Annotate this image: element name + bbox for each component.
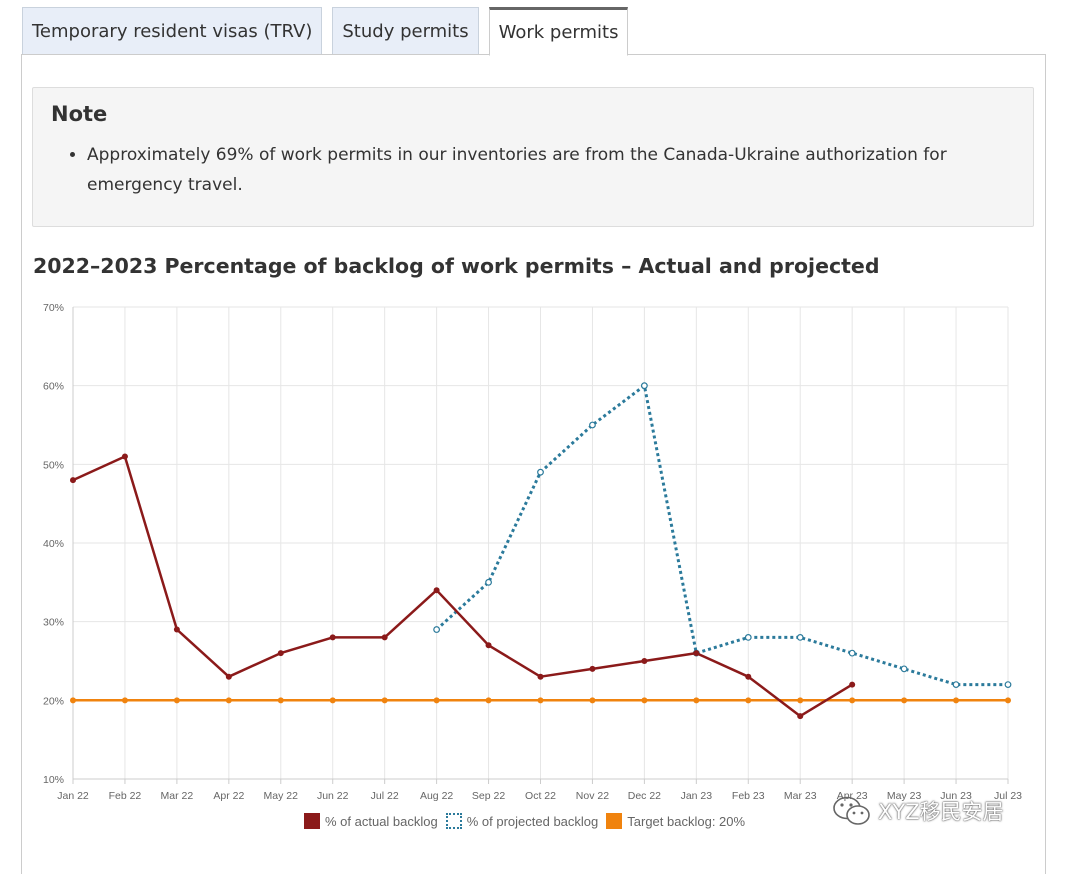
- x-tick-label: Jun 22: [317, 790, 349, 802]
- data-point-actual: [121, 453, 128, 460]
- data-point-projected: [900, 665, 908, 673]
- wechat-icon: [833, 796, 870, 825]
- note-box: Note Approximately 69% of work permits i…: [32, 87, 1034, 227]
- data-point-actual: [797, 713, 804, 720]
- y-tick-label: 70%: [43, 302, 64, 314]
- x-tick-label: Jan 23: [681, 790, 713, 802]
- series-line-0: [72, 455, 853, 718]
- data-point-projected: [433, 626, 441, 633]
- watermark-text: XYZ移民安居: [878, 800, 1004, 824]
- x-tick-label: Jun 23: [940, 790, 972, 802]
- data-point-actual: [225, 673, 232, 680]
- chart-legend: % of actual backlog % of projected backl…: [304, 810, 753, 832]
- x-tick-label: May 23: [887, 790, 922, 802]
- data-point-target: [953, 697, 960, 704]
- x-tick-label: Jul 22: [371, 790, 399, 802]
- x-tick-label: May 22: [264, 790, 299, 802]
- data-point-target: [849, 697, 856, 704]
- data-point-projected: [796, 634, 804, 641]
- data-point-actual: [381, 634, 388, 641]
- data-point-target: [589, 697, 596, 704]
- x-tick-label: Dec 22: [628, 790, 661, 802]
- legend-label-target: Target backlog: 20%: [627, 813, 746, 829]
- data-point-target: [797, 697, 804, 704]
- y-tick-label: 40%: [43, 538, 64, 550]
- x-tick-label: Feb 23: [732, 790, 765, 802]
- data-point-target: [901, 697, 908, 704]
- data-point-projected: [952, 681, 960, 688]
- data-point-projected: [1004, 681, 1012, 688]
- y-tick-label: 30%: [43, 617, 64, 629]
- y-tick-label: 20%: [43, 695, 64, 707]
- data-point-projected: [848, 649, 856, 657]
- data-point-target: [173, 697, 180, 704]
- x-tick-label: Feb 22: [109, 790, 142, 802]
- data-point-actual: [745, 673, 752, 680]
- data-point-projected: [537, 468, 544, 476]
- watermark: XYZ移民安居: [832, 793, 1004, 829]
- tab-study-permits[interactable]: Study permits: [332, 7, 479, 55]
- legend-swatch-projected: [445, 813, 462, 829]
- data-point-target: [381, 697, 388, 704]
- data-point-target: [329, 697, 336, 704]
- x-tick-label: Jan 22: [57, 790, 89, 802]
- data-point-projected: [640, 382, 648, 390]
- x-tick-label: Mar 22: [161, 790, 194, 802]
- note-list: Approximately 69% of work permits in our…: [51, 140, 1017, 200]
- y-tick-label: 60%: [43, 381, 64, 393]
- data-point-actual: [485, 642, 492, 649]
- tab-trv[interactable]: Temporary resident visas (TRV): [22, 7, 323, 55]
- data-point-target: [1005, 697, 1011, 704]
- data-point-target: [433, 697, 440, 704]
- series-line-1: [435, 384, 1008, 687]
- data-point-actual: [589, 665, 596, 672]
- data-point-actual: [641, 658, 648, 664]
- data-point-actual: [329, 634, 336, 641]
- note-title: Note: [51, 102, 108, 126]
- data-point-target: [485, 697, 492, 704]
- data-point-target: [641, 697, 648, 704]
- data-point-actual: [70, 477, 76, 484]
- x-tick-label: Apr 23: [837, 790, 868, 802]
- x-tick-label: Mar 23: [784, 790, 817, 802]
- data-point-target: [225, 697, 232, 704]
- chart-title: 2022–2023 Percentage of backlog of work …: [33, 254, 880, 278]
- data-point-target: [121, 697, 128, 704]
- note-item: Approximately 69% of work permits in our…: [87, 140, 1017, 200]
- tab-work-permits[interactable]: Work permits: [488, 7, 629, 56]
- data-point-target: [693, 697, 700, 704]
- legend-item-projected[interactable]: % of projected backlog: [445, 813, 599, 829]
- tab-bar: Temporary resident visas (TRV) Study per…: [22, 6, 638, 56]
- data-point-actual: [173, 626, 180, 633]
- legend-label-projected: % of projected backlog: [466, 813, 599, 829]
- legend-item-actual[interactable]: % of actual backlog: [304, 813, 438, 829]
- data-point-actual: [693, 650, 700, 657]
- y-tick-label: 10%: [43, 774, 64, 786]
- y-tick-label: 50%: [43, 459, 64, 471]
- x-tick-label: Oct 22: [525, 790, 556, 802]
- x-tick-label: Jul 23: [994, 790, 1022, 802]
- legend-label-actual: % of actual backlog: [325, 813, 438, 829]
- data-point-projected: [589, 421, 596, 429]
- legend-item-target[interactable]: Target backlog: 20%: [606, 813, 745, 829]
- data-point-actual: [277, 650, 284, 657]
- legend-swatch-actual: [304, 813, 320, 829]
- data-point-target: [745, 697, 752, 704]
- data-point-target: [277, 697, 284, 704]
- x-tick-label: Nov 22: [576, 790, 609, 802]
- x-tick-label: Sep 22: [472, 790, 505, 802]
- data-point-projected: [485, 578, 492, 586]
- data-point-projected: [744, 634, 752, 641]
- data-point-actual: [849, 681, 856, 688]
- data-point-actual: [537, 673, 544, 680]
- x-tick-label: Aug 22: [420, 790, 453, 802]
- data-point-target: [537, 697, 544, 704]
- data-point-target: [70, 697, 76, 704]
- legend-swatch-target: [606, 813, 623, 829]
- x-tick-label: Apr 22: [213, 790, 244, 802]
- data-point-actual: [433, 587, 440, 594]
